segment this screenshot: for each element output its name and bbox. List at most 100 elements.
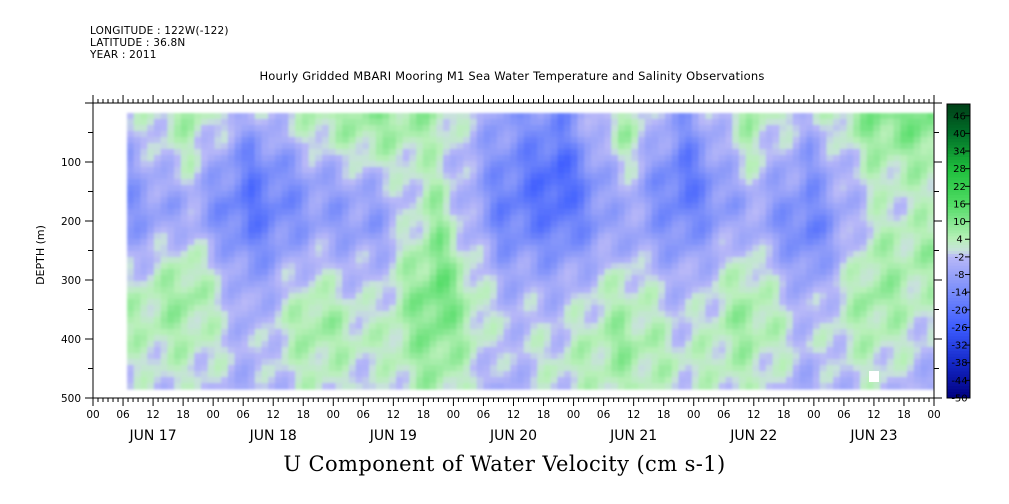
heatmap-cell (416, 233, 424, 240)
heatmap-cell (725, 119, 733, 126)
heatmap-cell (490, 251, 498, 258)
heatmap-cell (638, 179, 646, 186)
heatmap-cell (342, 281, 350, 288)
heatmap-cell (792, 215, 801, 222)
heatmap-cell (557, 161, 565, 168)
heatmap-cell (261, 137, 269, 144)
heatmap-cell (469, 317, 478, 324)
heatmap-cell (550, 137, 558, 144)
heatmap-cell (786, 269, 794, 276)
heatmap-cell (127, 359, 135, 366)
heatmap-cell (335, 341, 343, 348)
heatmap-cell (779, 263, 787, 270)
heatmap-cell (893, 287, 901, 294)
heatmap-cell (127, 245, 135, 252)
heatmap-cell (227, 155, 236, 162)
heatmap-cell (759, 233, 767, 240)
heatmap-cell (456, 227, 464, 234)
heatmap-cell (194, 281, 202, 288)
heatmap-cell (920, 143, 928, 150)
heatmap-cell (476, 203, 485, 210)
heatmap-cell (503, 329, 511, 336)
heatmap-cell (456, 131, 464, 138)
heatmap-cell (221, 245, 229, 252)
heatmap-cell (207, 335, 216, 342)
heatmap-cell (920, 275, 928, 282)
heatmap-cell (839, 299, 848, 306)
heatmap-cell (846, 227, 854, 234)
heatmap-cell (214, 137, 222, 144)
heatmap-cell (543, 203, 552, 210)
heatmap-cell (698, 137, 706, 144)
heatmap-cell (584, 341, 592, 348)
heatmap-cell (900, 251, 908, 258)
heatmap-cell (886, 167, 895, 174)
heatmap-cell (927, 185, 934, 192)
heatmap-cell (779, 143, 787, 150)
heatmap-cell (826, 161, 834, 168)
heatmap-cell (792, 167, 801, 174)
heatmap-cell (268, 137, 276, 144)
heatmap-cell (463, 275, 471, 282)
heatmap-cell (517, 275, 525, 282)
heatmap-cell (678, 317, 686, 324)
heatmap-cell (846, 305, 854, 312)
heatmap-cell (281, 269, 289, 276)
heatmap-cell (476, 281, 485, 288)
heatmap-cell (274, 209, 283, 216)
heatmap-cell (913, 203, 922, 210)
heatmap-cell (449, 113, 458, 120)
heatmap-cell (772, 161, 780, 168)
heatmap-cell (846, 329, 854, 336)
heatmap-cell (691, 275, 700, 282)
heatmap-cell (261, 335, 269, 342)
heatmap-cell (429, 251, 437, 258)
heatmap-cell (281, 137, 289, 144)
heatmap-cell (557, 227, 565, 234)
heatmap-cell (167, 137, 175, 144)
heatmap-cell (537, 335, 545, 342)
heatmap-cell (174, 263, 182, 270)
heatmap-cell (469, 251, 478, 258)
heatmap-cell (308, 251, 316, 258)
heatmap-cell (907, 275, 915, 282)
heatmap-cell (248, 263, 256, 270)
heatmap-cell (342, 311, 350, 318)
heatmap-cell (153, 221, 162, 228)
heatmap-cell (597, 299, 606, 306)
heatmap-cell (725, 131, 733, 138)
heatmap-cell (308, 341, 316, 348)
heatmap-cell (396, 167, 404, 174)
heatmap-cell (308, 257, 316, 264)
heatmap-cell (597, 203, 606, 210)
heatmap-cell (274, 137, 283, 144)
heatmap-cell (651, 173, 659, 180)
heatmap-cell (543, 329, 552, 336)
heatmap-cell (833, 317, 841, 324)
heatmap-cell (402, 173, 411, 180)
heatmap-cell (227, 191, 236, 198)
heatmap-cell (416, 173, 424, 180)
heatmap-cell (234, 143, 242, 150)
heatmap-cell (530, 125, 538, 132)
heatmap-cell (765, 221, 774, 228)
heatmap-cell (503, 317, 511, 324)
heatmap-cell (853, 113, 861, 120)
heatmap-cell (671, 215, 680, 222)
heatmap-cell (207, 203, 216, 210)
heatmap-cell (718, 347, 727, 354)
heatmap-cell (496, 317, 505, 324)
heatmap-cell (241, 125, 249, 132)
heatmap-cell (429, 179, 437, 186)
heatmap-cell (846, 233, 854, 240)
heatmap-cell (382, 227, 390, 234)
heatmap-cell (779, 203, 787, 210)
heatmap-cell (456, 233, 464, 240)
heatmap-cell (301, 275, 310, 282)
heatmap-cell (927, 233, 934, 240)
heatmap-cell (631, 113, 639, 120)
heatmap-cell (530, 209, 538, 216)
heatmap-cell (792, 323, 801, 330)
heatmap-cell (738, 167, 747, 174)
heatmap-cell (564, 119, 572, 126)
